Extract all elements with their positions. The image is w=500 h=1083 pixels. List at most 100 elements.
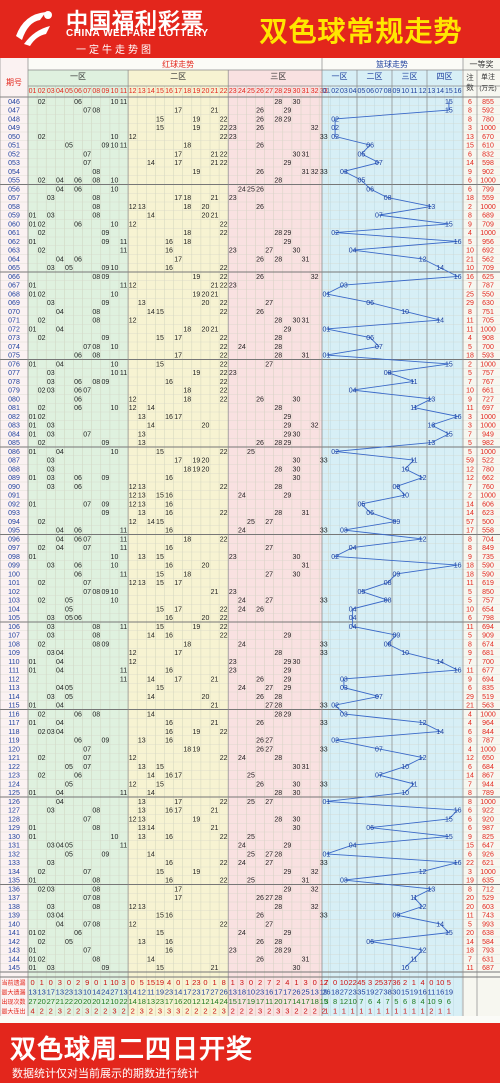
red-ball-number: 01 bbox=[29, 668, 37, 675]
period-number: 089 bbox=[8, 475, 20, 482]
stat-value: 10 bbox=[110, 978, 118, 987]
period-number: 083 bbox=[8, 423, 20, 430]
red-ball-number: 12 bbox=[129, 904, 137, 911]
stat-value: 10 bbox=[83, 988, 91, 997]
red-ball-number: 11 bbox=[120, 239, 127, 246]
period-number: 123 bbox=[8, 773, 20, 780]
red-ball-number: 06 bbox=[74, 738, 82, 745]
blue-ball-number: 04 bbox=[349, 615, 357, 622]
prize-count: 9 bbox=[468, 221, 472, 228]
prize-count: 3 bbox=[468, 423, 472, 430]
red-ball-number: 25 bbox=[247, 878, 255, 885]
red-ball-number: 30 bbox=[293, 790, 301, 797]
prize-amount: 650 bbox=[482, 755, 494, 762]
blue-ball-number: 01 bbox=[322, 851, 330, 858]
stat-value: 7 bbox=[324, 978, 328, 987]
red-ball-number: 03 bbox=[47, 624, 55, 631]
red-ball-number: 02 bbox=[38, 221, 46, 228]
red-ball-number: 01 bbox=[29, 291, 37, 298]
period-number: 096 bbox=[8, 536, 20, 543]
red-ball-number: 02 bbox=[38, 939, 46, 946]
blue-ball-number: 14 bbox=[436, 318, 444, 325]
red-ball-number: 04 bbox=[56, 178, 64, 185]
stat-value: 0 bbox=[203, 978, 207, 987]
blue-ball-number: 12 bbox=[419, 475, 427, 482]
red-ball-number: 07 bbox=[83, 431, 91, 438]
red-ball-number: 14 bbox=[147, 633, 155, 640]
blue-ball-number: 14 bbox=[436, 659, 444, 666]
red-ball-number: 03 bbox=[47, 615, 55, 622]
red-ball-number: 15 bbox=[156, 606, 164, 613]
stat-value: 8 bbox=[333, 997, 337, 1006]
red-ball-number: 22 bbox=[220, 449, 228, 456]
red-ball-number: 22 bbox=[220, 309, 228, 316]
red-ball-number: 07 bbox=[83, 895, 91, 902]
prize-count: 8 bbox=[468, 309, 472, 316]
stat-value: 1 bbox=[185, 978, 189, 987]
red-ball-number: 22 bbox=[220, 755, 228, 762]
stat-value: 26 bbox=[322, 988, 330, 997]
red-ball-number: 26 bbox=[256, 108, 264, 115]
prize-amount: 767 bbox=[482, 379, 494, 386]
period-number: 057 bbox=[8, 195, 20, 202]
red-ball-number: 27 bbox=[265, 703, 273, 710]
prize-amount: 692 bbox=[482, 248, 494, 255]
red-ball-number: 24 bbox=[238, 186, 246, 193]
red-ball-number: 13 bbox=[138, 939, 146, 946]
red-ball-number: 26 bbox=[256, 746, 264, 753]
blue-ball-number: 08 bbox=[384, 370, 392, 377]
prize-count: 11 bbox=[466, 580, 473, 587]
prize-amount: 558 bbox=[482, 528, 494, 535]
blue-ball-number: 10 bbox=[401, 309, 409, 316]
prize-count: 7 bbox=[468, 484, 472, 491]
red-ball-number: 08 bbox=[92, 956, 100, 963]
red-ball-number: 26 bbox=[256, 781, 264, 788]
period-number: 071 bbox=[8, 318, 20, 325]
red-ball-number: 22 bbox=[220, 633, 228, 640]
period-number: 097 bbox=[8, 545, 20, 552]
red-ball-number: 03 bbox=[47, 633, 55, 640]
period-number: 061 bbox=[8, 230, 20, 237]
blue-ball-number: 05 bbox=[357, 501, 365, 508]
red-ball-number: 04 bbox=[56, 668, 64, 675]
blue-ball-number: 16 bbox=[454, 668, 462, 675]
red-ball-number: 17 bbox=[174, 195, 182, 202]
period-number: 115 bbox=[8, 703, 19, 710]
red-ball-number: 01 bbox=[29, 659, 37, 666]
stat-value: 23 bbox=[65, 988, 73, 997]
prize-amount: 562 bbox=[482, 256, 494, 263]
period-number: 118 bbox=[8, 729, 19, 736]
stat-value: 2 bbox=[121, 1007, 125, 1016]
red-column-number: 32 bbox=[311, 88, 319, 95]
red-ball-number: 04 bbox=[56, 913, 64, 920]
blue-ball-number: 14 bbox=[436, 729, 444, 736]
red-ball-number: 22 bbox=[220, 484, 228, 491]
prize-count: 11 bbox=[466, 318, 473, 325]
prize-count: 21 bbox=[466, 256, 474, 263]
red-ball-number: 14 bbox=[147, 423, 155, 430]
red-ball-number: 01 bbox=[29, 221, 37, 228]
red-ball-number: 01 bbox=[29, 449, 37, 456]
stat-value: 16 bbox=[436, 988, 444, 997]
red-ball-number: 17 bbox=[174, 458, 182, 465]
blue-column-number: 11 bbox=[410, 88, 417, 95]
period-number: 102 bbox=[8, 589, 20, 596]
stat-value: 2 bbox=[403, 978, 407, 987]
blue-trend-line bbox=[325, 101, 460, 968]
logo-english-text: CHINA WELFARE LOTTERY bbox=[66, 28, 209, 39]
prize-amount: 902 bbox=[482, 169, 494, 176]
red-ball-number: 02 bbox=[38, 886, 46, 893]
red-column-number: 28 bbox=[274, 88, 282, 95]
stat-value: 1 bbox=[359, 1007, 363, 1016]
stat-value: 19 bbox=[366, 988, 374, 997]
period-number: 053 bbox=[8, 160, 20, 167]
blue-column-number: 15 bbox=[445, 88, 453, 95]
stat-value: 1 bbox=[368, 1007, 372, 1016]
period-number: 126 bbox=[8, 799, 20, 806]
period-number: 090 bbox=[8, 484, 20, 491]
stat-value: 2 bbox=[131, 1007, 135, 1016]
stat-value: 36 bbox=[392, 978, 400, 987]
red-ball-number: 09 bbox=[101, 641, 109, 648]
red-ball-number: 22 bbox=[220, 353, 228, 360]
red-ball-number: 19 bbox=[192, 466, 200, 473]
